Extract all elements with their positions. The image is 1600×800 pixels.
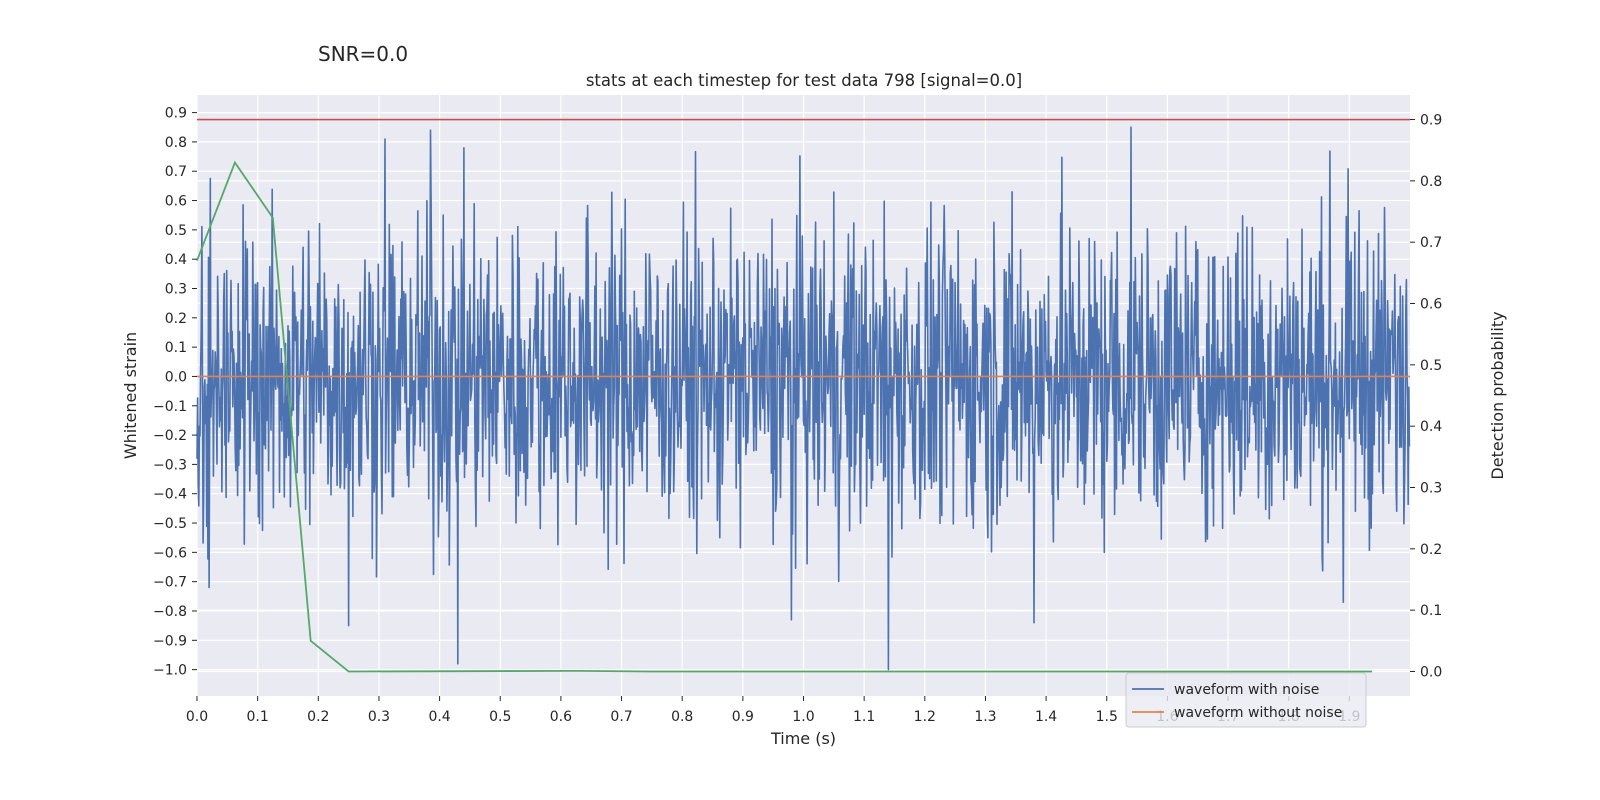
y-tick-label: 0.3 (165, 281, 187, 297)
y-axis-label: Whitened strain (121, 332, 140, 459)
y-tick-label: −0.7 (153, 575, 187, 591)
x-tick-label: 1.2 (914, 709, 936, 725)
chart-title: stats at each timestep for test data 798… (586, 71, 1022, 90)
x-tick-label: 1.1 (853, 709, 875, 725)
x-tick-label: 1.5 (1096, 709, 1118, 725)
y-right-tick-label: 0.4 (1420, 419, 1442, 435)
x-tick-label: 0.4 (428, 709, 450, 725)
x-tick-label: 0.8 (671, 709, 693, 725)
y-tick-label: −0.9 (153, 633, 187, 649)
tick-layer: 0.0 0.1 0.2 0.3 0.4 0.5 0.6 0.7 0.8 0.9 1.0 1.1 1.2 1… (153, 106, 1442, 725)
y-tick-label: −0.5 (153, 516, 187, 532)
y-right-tick-label: 0.3 (1420, 480, 1442, 496)
y-tick-label: 0.7 (165, 164, 187, 180)
y-tick-label: −1.0 (153, 663, 187, 679)
y-tick-label: 0.8 (165, 135, 187, 151)
y-tick-label: −0.1 (153, 399, 187, 415)
series-detection-probability (196, 160, 1373, 673)
legend-label-noisy: waveform with noise (1174, 682, 1319, 698)
y-tick-label: 0.9 (165, 106, 187, 122)
series-waveform-with-noise (196, 126, 1411, 671)
x-tick-label: 1.0 (792, 709, 814, 725)
y-tick-label: 0.1 (165, 340, 187, 356)
y-axis-right-label: Detection probability (1488, 311, 1507, 479)
legend-label-clean: waveform without noise (1174, 705, 1342, 721)
y-tick-label: 0.2 (165, 311, 187, 327)
x-tick-label: 0.5 (489, 709, 511, 725)
x-tick-label: 1.4 (1035, 709, 1057, 725)
series-layer (196, 118, 1411, 673)
y-right-tick-label: 0.5 (1420, 358, 1442, 374)
y-tick-label: −0.3 (153, 457, 187, 473)
y-tick-label: 0.6 (165, 194, 187, 210)
x-tick-label: 0.7 (610, 709, 632, 725)
y-tick-label: 0.0 (165, 369, 187, 385)
y-right-tick-label: 0.9 (1420, 113, 1442, 129)
y-right-tick-label: 0.0 (1420, 664, 1442, 680)
y-right-tick-label: 0.8 (1420, 174, 1442, 190)
y-tick-label: −0.4 (153, 487, 187, 503)
x-axis-label: Time (s) (770, 729, 836, 748)
x-tick-label: 0.9 (732, 709, 754, 725)
y-tick-label: −0.8 (153, 604, 187, 620)
y-right-tick-label: 0.2 (1420, 542, 1442, 558)
x-tick-label: 0.1 (247, 709, 269, 725)
x-tick-label: 0.3 (368, 709, 390, 725)
snr-suptitle: SNR=0.0 (318, 42, 408, 66)
legend-box (1125, 672, 1367, 728)
x-tick-label: 0.2 (307, 709, 329, 725)
y-right-tick-label: 0.1 (1420, 603, 1442, 619)
y-tick-label: −0.2 (153, 428, 187, 444)
y-tick-label: 0.5 (165, 223, 187, 239)
x-tick-label: 0.0 (186, 709, 208, 725)
legend: waveform with noise waveform without noi… (1125, 672, 1367, 728)
x-tick-label: 1.3 (974, 709, 996, 725)
x-tick-label: 0.6 (550, 709, 572, 725)
y-tick-label: 0.4 (165, 252, 187, 268)
y-right-tick-label: 0.7 (1420, 235, 1442, 251)
y-tick-label: −0.6 (153, 545, 187, 561)
y-right-tick-label: 0.6 (1420, 297, 1442, 313)
